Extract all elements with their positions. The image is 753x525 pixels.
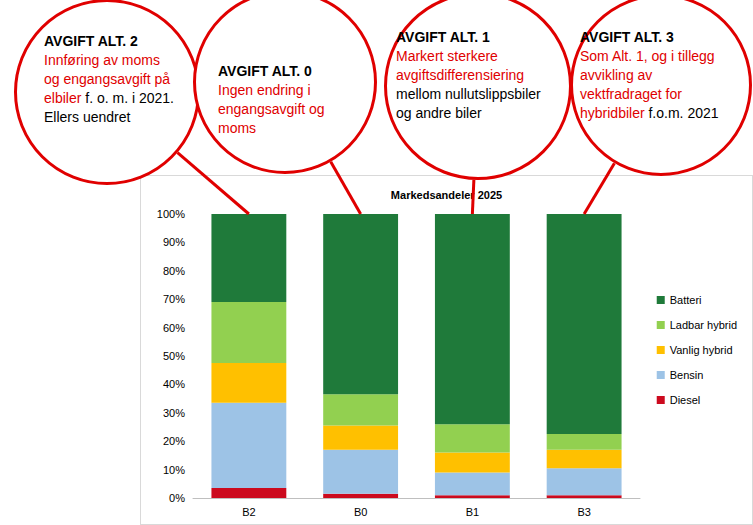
html-text:AVGIFT ALT. 0: AVGIFT ALT. 0 [218,63,312,79]
html-text:AVGIFT ALT. 3: AVGIFT ALT. 3 [580,29,674,45]
svg-text:70%: 70% [163,293,185,305]
svg-text:0%: 0% [169,492,185,504]
svg-text:Diesel: Diesel [670,394,701,406]
svg-text:90%: 90% [163,236,185,248]
svg-text:100%: 100% [157,208,185,220]
svg-text:40%: 40% [163,378,185,390]
svg-text:30%: 30% [163,407,185,419]
svg-text:50%: 50% [163,350,185,362]
svg-text:60%: 60% [163,322,185,334]
html-text:Markert sterkere avgiftsdiffer: Markert sterkere avgiftsdifferensiering [396,48,525,83]
svg-text:Ladbar hybrid: Ladbar hybrid [670,319,737,331]
svg-text:Markedsandeler 2025: Markedsandeler 2025 [391,189,502,201]
html-text:Som Alt. 1, og i tillegg avvik: Som Alt. 1, og i tillegg avvikling av ve… [580,48,719,121]
html-text:Innføring av moms og engangsav: Innføring av moms og engangsavgift på el… [44,52,174,125]
svg-text:20%: 20% [163,435,185,447]
svg-text:B1: B1 [466,506,479,518]
html-text:AVGIFT ALT. 2: AVGIFT ALT. 2 [44,33,138,49]
svg-text:Bensin: Bensin [670,369,704,381]
svg-text:Batteri: Batteri [670,294,702,306]
svg-text:B3: B3 [577,506,590,518]
svg-text:10%: 10% [163,464,185,476]
svg-text:Vanlig hybrid: Vanlig hybrid [670,344,733,356]
html-text:mellom nullutslippsbiler og an: mellom nullutslippsbiler og andre biler [396,86,541,121]
svg-text:B2: B2 [242,506,255,518]
html-text:AVGIFT ALT. 1: AVGIFT ALT. 1 [396,29,490,45]
svg-text:B0: B0 [354,506,367,518]
svg-text:80%: 80% [163,265,185,277]
html-text:Ingen endring i engangsavgift: Ingen endring i engangsavgift og moms [218,82,325,136]
